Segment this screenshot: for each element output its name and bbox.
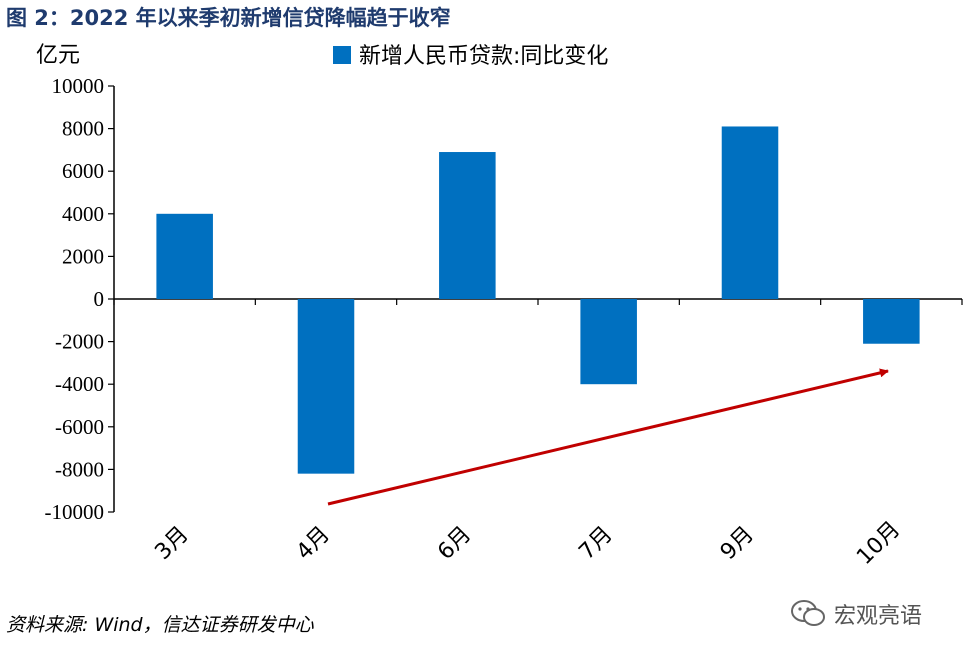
y-tick-label: -6000 xyxy=(55,415,104,439)
y-axis-unit: 亿元 xyxy=(36,43,80,68)
y-tick-label: 2000 xyxy=(62,244,104,268)
bar xyxy=(721,126,779,299)
x-tick-label: 9月 xyxy=(716,522,759,565)
legend: 新增人民币贷款:同比变化 xyxy=(333,44,608,69)
watermark: 宏观亮语 xyxy=(790,598,922,630)
y-tick-label: -8000 xyxy=(55,457,104,481)
legend-label: 新增人民币贷款:同比变化 xyxy=(359,44,608,69)
source-note: 资料来源: Wind，信达证券研发中心 xyxy=(6,614,314,636)
x-tick-label: 3月 xyxy=(151,522,194,565)
chart-title: 图 2：2022 年以来季初新增信贷降幅趋于收窄 xyxy=(6,6,451,30)
bar xyxy=(297,299,355,474)
axes: 10000 8000 6000 4000 2000 0 -2000 -4000 -6000 -80… xyxy=(45,74,963,570)
bar xyxy=(863,299,920,344)
legend-swatch xyxy=(333,46,351,64)
bar xyxy=(439,152,496,299)
y-tick-label: 4000 xyxy=(62,202,104,226)
y-tick-label: 6000 xyxy=(62,159,104,183)
wechat-icon xyxy=(791,600,825,626)
y-tick-label: -2000 xyxy=(55,330,104,354)
y-tick-label: 10000 xyxy=(52,74,105,98)
y-tick-label: 8000 xyxy=(62,117,104,141)
watermark-text: 宏观亮语 xyxy=(834,604,923,629)
bar-chart: 亿元 新增人民币贷款:同比变化 10000 8000 6000 4000 2000 0 -2… xyxy=(36,43,963,570)
x-tick-label: 4月 xyxy=(292,522,335,565)
x-tick-label: 6月 xyxy=(433,522,476,565)
y-tick-label: 0 xyxy=(94,287,105,311)
bars xyxy=(156,126,920,474)
x-tick-label: 7月 xyxy=(575,522,618,565)
y-tick-label: -10000 xyxy=(45,500,105,524)
y-tick-label: -4000 xyxy=(55,372,104,396)
x-tick-label: 10月 xyxy=(852,517,905,570)
trend-arrow xyxy=(327,368,889,506)
bar xyxy=(580,299,637,385)
bar xyxy=(156,213,213,299)
